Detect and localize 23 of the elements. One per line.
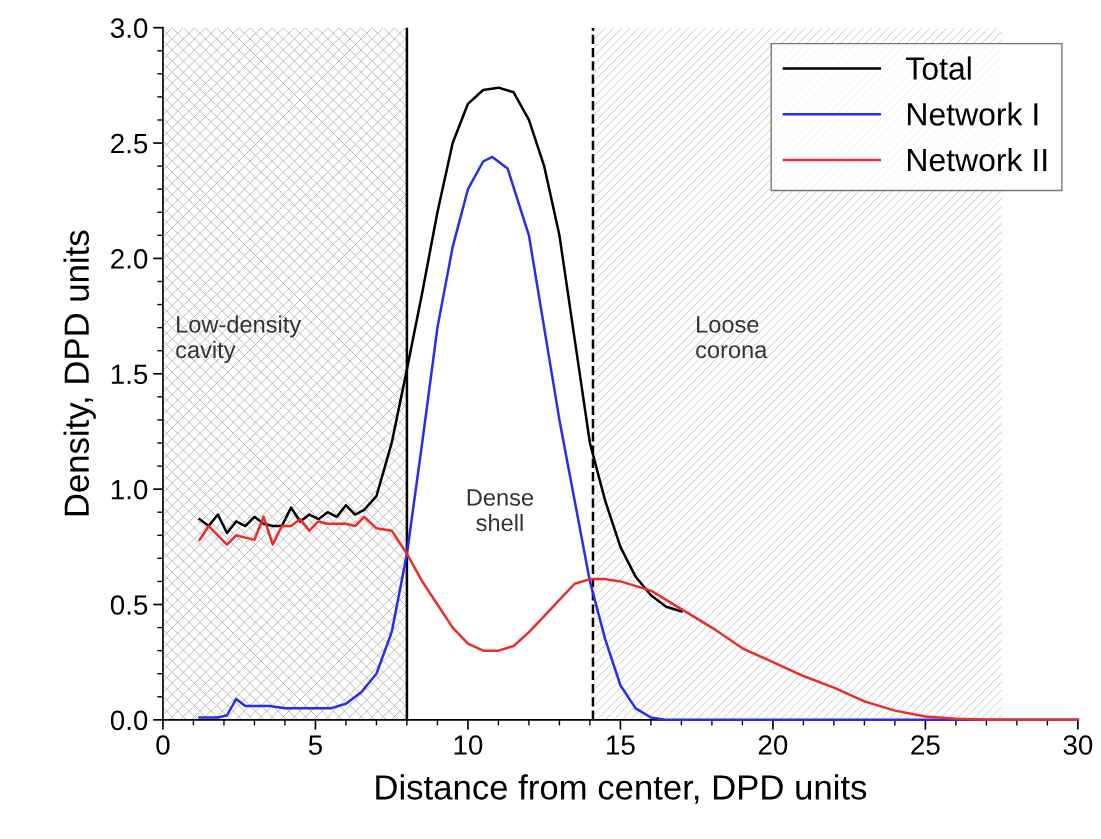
y-tick-label: 2.5 [111,133,148,154]
y-tick-label: 2.0 [111,249,148,269]
x-tick-label: 20 [758,735,788,755]
band-label: Low-density cavity [176,315,302,363]
legend-label: Total [906,56,971,80]
legend-label: Network II [907,147,1047,172]
x-tick-label: 0 [156,735,170,755]
y-tick-label: 1.0 [111,479,148,500]
y-tick-label: 3.0 [110,18,148,39]
x-tick-label: 10 [454,735,483,755]
x-tick-label: 5 [308,735,322,755]
x-axis-title: Distance from center, DPD units [376,774,867,804]
legend-label: Network I [907,102,1038,126]
x-tick-label: 30 [1063,735,1093,755]
y-tick-label: 0.0 [110,710,148,731]
x-tick-label: 15 [607,735,635,755]
y-tick-label: 1.5 [111,364,148,385]
x-tick-label: 25 [911,735,940,755]
line-series [198,515,1080,722]
y-tick-label: 0.5 [110,595,148,615]
band-label: Loose corona [696,316,768,359]
y-axis-title: Density, DPD units [63,230,96,516]
annotation: Dense shell [467,489,534,532]
